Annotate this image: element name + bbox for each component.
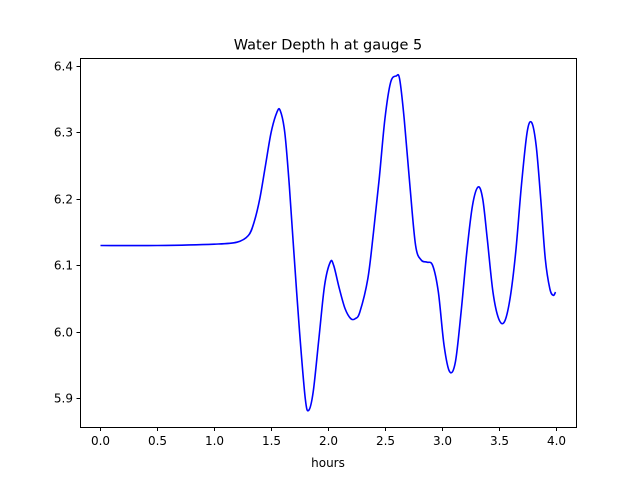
x-axis-label: hours [311, 456, 345, 470]
y-tick-label: 6.0 [54, 326, 73, 340]
x-tick-label: 4.0 [547, 434, 566, 448]
x-tick-label: 0.5 [148, 434, 167, 448]
y-tick-label: 6.3 [54, 126, 73, 140]
x-tick-label: 0.0 [91, 434, 110, 448]
y-tick-label: 6.4 [54, 60, 73, 74]
axes-frame [80, 58, 577, 428]
x-tick-label: 2.5 [376, 434, 395, 448]
x-tick-label: 3.5 [490, 434, 509, 448]
x-tick-label: 3.0 [433, 434, 452, 448]
chart-title: Water Depth h at gauge 5 [234, 38, 422, 54]
x-axis-ticks: 0.0 0.5 1.0 1.5 2.0 2.5 3.0 3.5 4.0 [91, 427, 566, 448]
x-tick-label: 1.5 [262, 434, 281, 448]
series-line [100, 73, 557, 412]
x-tick-label: 2.0 [319, 434, 338, 448]
y-tick-label: 6.2 [54, 193, 73, 207]
plot-area [100, 73, 557, 412]
y-tick-label: 6.1 [54, 259, 73, 273]
x-tick-label: 1.0 [205, 434, 224, 448]
y-axis-ticks: 5.9 6.0 6.1 6.2 6.3 6.4 [54, 60, 81, 406]
y-tick-label: 5.9 [54, 392, 73, 406]
